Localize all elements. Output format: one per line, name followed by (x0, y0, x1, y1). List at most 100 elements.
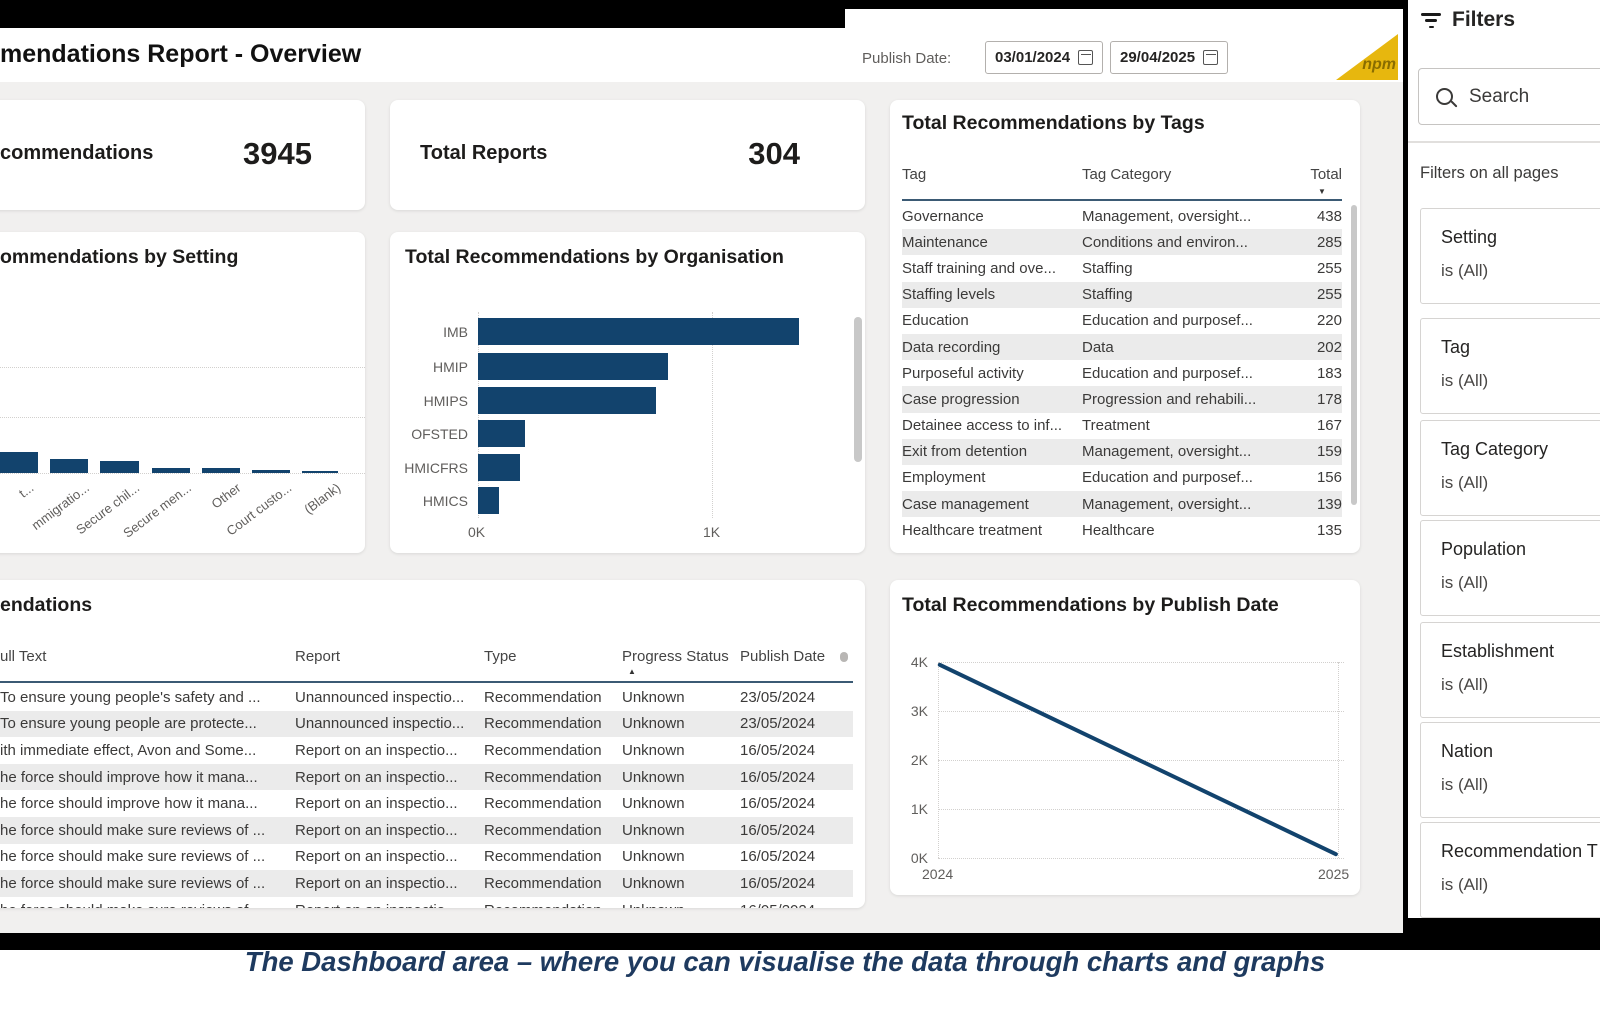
table-scrollbar-thumb[interactable] (840, 652, 848, 662)
recommendations-table-card: endations ull Text Report Type Progress … (0, 580, 865, 908)
column-header-type[interactable]: Type (484, 648, 517, 665)
organisation-bar[interactable] (478, 454, 520, 481)
organisation-bar[interactable] (478, 387, 656, 414)
logo-text: npm (1362, 56, 1396, 73)
table-row[interactable]: Case management Management, oversight... 1… (902, 491, 1342, 518)
table-cell: 438 (1316, 207, 1342, 225)
table-cell: 255 (1316, 259, 1342, 277)
table-cell: Unknown (622, 902, 740, 908)
card-title: endations (0, 594, 93, 616)
kpi-card-total-recommendations: commendations 3945 (0, 100, 365, 210)
table-row[interactable]: he force should make sure reviews of ...… (0, 844, 853, 871)
table-row[interactable]: Maintenance Conditions and environ... 285 (902, 229, 1342, 256)
filter-card-tag-category[interactable]: Tag Category is (All) (1420, 420, 1600, 516)
table-cell: Conditions and environ... (1082, 233, 1248, 251)
tags-table-scrollbar[interactable] (1351, 205, 1357, 505)
publish-date-label: Publish Date: (862, 50, 952, 67)
column-header-tag-category[interactable]: Tag Category (1082, 166, 1172, 183)
table-cell: Recommendation (484, 848, 602, 866)
table-cell: Exit from detention (902, 443, 1028, 461)
filter-value: is (All) (1441, 473, 1489, 492)
setting-bar[interactable] (50, 459, 88, 473)
card-title: Total Recommendations by Publish Date (902, 594, 1279, 616)
setting-bar[interactable] (202, 468, 240, 473)
setting-bar[interactable] (152, 468, 190, 473)
setting-bar[interactable] (100, 461, 139, 473)
search-input[interactable]: Search (1418, 68, 1600, 125)
table-cell: Maintenance (902, 233, 988, 251)
date-to-input[interactable]: 29/04/2025 (1110, 41, 1228, 74)
column-header-total[interactable]: Total (1310, 166, 1342, 183)
column-header-progress-status[interactable]: Progress Status (622, 648, 729, 665)
table-row[interactable]: he force should make sure reviews of ...… (0, 897, 853, 908)
sort-desc-icon[interactable]: ▼ (1318, 187, 1326, 196)
table-row[interactable]: Staffing levels Staffing 255 (902, 281, 1342, 308)
table-row[interactable]: he force should improve how it mana... Re… (0, 763, 853, 791)
filter-card-establishment[interactable]: Establishment is (All) (1420, 622, 1600, 718)
table-cell: 220 (1316, 312, 1342, 330)
table-cell: Management, oversight... (1082, 495, 1252, 513)
filter-field-name: Population (1441, 539, 1527, 559)
table-row[interactable]: To ensure young people's safety and ... U… (0, 684, 853, 711)
table-cell: To ensure young people are protecte... (0, 715, 257, 733)
column-header-tag[interactable]: Tag (902, 166, 927, 183)
kpi-card-total-reports: Total Reports 304 (390, 100, 865, 210)
organisation-chart-card: Total Recommendations by Organisation IM… (390, 232, 865, 553)
table-header-underline (0, 681, 853, 683)
table-row[interactable]: Detainee access to inf... Treatment 167 (902, 413, 1342, 439)
organisation-bar[interactable] (478, 420, 525, 447)
table-row[interactable]: Education Education and purposef... 220 (902, 308, 1342, 334)
organisation-chart-scrollbar[interactable] (854, 317, 862, 462)
crop-border-bottom (0, 933, 1600, 950)
filter-field-name: Nation (1441, 741, 1494, 761)
column-header-full-text[interactable]: ull Text (0, 648, 47, 665)
filter-card-nation[interactable]: Nation is (All) (1420, 722, 1600, 818)
publish-date-chart-card: Total Recommendations by Publish Date 4K… (890, 580, 1360, 895)
tags-table-card: Total Recommendations by Tags Tag Tag Ca… (890, 100, 1360, 553)
table-row[interactable]: he force should make sure reviews of ...… (0, 870, 853, 897)
gridline (712, 312, 713, 518)
column-header-report[interactable]: Report (295, 648, 341, 665)
filter-funnel-icon[interactable] (1420, 13, 1442, 32)
table-row[interactable]: Case progression Progression and rehabili… (902, 386, 1342, 413)
date-from-input[interactable]: 03/01/2024 (985, 41, 1103, 74)
y-tick: 1K (910, 801, 928, 817)
table-row[interactable]: he force should improve how it mana... Re… (0, 790, 853, 817)
table-cell: he force should make sure reviews of ... (0, 848, 266, 866)
table-cell: Staffing (1082, 286, 1133, 304)
table-cell: Report on an inspectio... (295, 768, 458, 786)
table-cell: Healthcare (1082, 521, 1155, 539)
filter-card-setting[interactable]: Setting is (All) (1420, 208, 1600, 304)
table-row[interactable]: Exit from detention Management, oversight… (902, 438, 1342, 465)
organisation-bar[interactable] (478, 487, 499, 514)
sort-asc-icon[interactable]: ▲ (628, 667, 636, 676)
setting-bar[interactable] (302, 471, 338, 473)
calendar-icon[interactable] (1078, 50, 1093, 65)
filter-field-name: Recommendation T (1441, 841, 1598, 861)
table-row[interactable]: Purposeful activity Education and purpose… (902, 360, 1342, 386)
filter-card-tag[interactable]: Tag is (All) (1420, 318, 1600, 414)
table-row[interactable]: Data recording Data 202 (902, 333, 1342, 361)
organisation-bar[interactable] (478, 318, 799, 345)
table-row[interactable]: Healthcare treatment Healthcare 135 (902, 517, 1342, 543)
table-row[interactable]: he force should make sure reviews of ...… (0, 816, 853, 844)
filter-card-recommendation-t[interactable]: Recommendation T is (All) (1420, 822, 1600, 918)
calendar-icon[interactable] (1203, 50, 1218, 65)
organisation-category-label: HMIP (433, 359, 468, 375)
table-row[interactable]: Governance Management, oversight... 438 (902, 203, 1342, 229)
setting-bar[interactable] (252, 470, 290, 473)
table-row[interactable]: ith immediate effect, Avon and Some... Re… (0, 737, 853, 764)
organisation-bar[interactable] (478, 353, 668, 380)
table-row[interactable]: To ensure young people are protecte... Un… (0, 710, 853, 738)
column-header-publish-date[interactable]: Publish Date (740, 648, 826, 665)
gridline (938, 662, 1344, 663)
table-row[interactable]: Staff training and ove... Staffing 255 (902, 255, 1342, 281)
table-cell: ith immediate effect, Avon and Some... (0, 741, 257, 759)
filter-card-population[interactable]: Population is (All) (1420, 520, 1600, 616)
table-cell: Unannounced inspectio... (295, 715, 465, 733)
setting-bar[interactable] (0, 452, 38, 473)
table-row[interactable]: Employment Education and purposef... 156 (902, 465, 1342, 491)
table-cell: Staffing (1082, 259, 1133, 277)
y-tick: 4K (910, 654, 928, 670)
